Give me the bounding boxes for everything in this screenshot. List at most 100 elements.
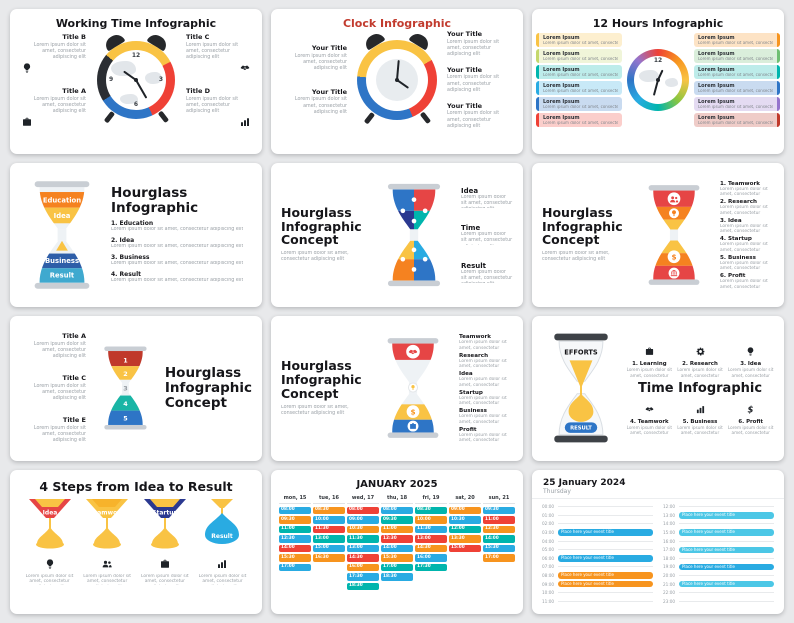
- calendar-event: 10:30: [449, 516, 481, 524]
- hour-band: Lorem Ipsum Lorem ipsum dolor sit amet, c…: [694, 49, 780, 63]
- slide-title: 12 Hours Infographic: [592, 17, 724, 30]
- bank-icon: [668, 267, 680, 279]
- handshake-icon: [645, 405, 654, 414]
- puzzle-hourglass-illustration: [387, 183, 441, 286]
- info-block-title: Title A: [62, 332, 86, 341]
- list-item-title: Time: [461, 224, 481, 233]
- slide-hourglass-list-concept[interactable]: Hourglass Infographic Concept Lorem ipsu…: [271, 316, 523, 461]
- slide-time-infographic[interactable]: EFFORTS RESULT 1. Learning Lorem ipsum d…: [532, 316, 784, 461]
- teamwork-icon: [667, 192, 681, 205]
- list-item-title: 2. Idea: [111, 237, 135, 245]
- event-bar: Place here your event title: [679, 580, 774, 588]
- slide-hourglass-infographic[interactable]: Education Idea Business Result Hourglass…: [10, 162, 262, 307]
- feature-title: 1. Learning: [632, 361, 667, 368]
- info-block-title: Your Title: [311, 87, 347, 96]
- clock-ring: [357, 40, 437, 120]
- slide-hourglass-puzzle-concept[interactable]: Hourglass Infographic Concept Lorem ipsu…: [271, 162, 523, 307]
- info-block: Your Title Lorem ipsum dolor sit amet, c…: [283, 88, 347, 116]
- text-column: 1. Learning Lorem ipsum dolor sit amet, …: [624, 341, 776, 435]
- info-block: Title B Lorem ipsum dolor sit amet, cons…: [22, 33, 86, 73]
- date-label: 25 January 2024: [543, 477, 626, 488]
- hour-band: Lorem Ipsum Lorem ipsum dolor sit amet, c…: [694, 33, 780, 47]
- calendar-event: 16:00: [415, 554, 447, 562]
- hour-band-text: Lorem ipsum dolor sit amet, consectetur …: [543, 104, 618, 109]
- list-item-title: Profit: [459, 426, 477, 433]
- info-block-text: Lorem ipsum dolor sit amet, consectetur …: [294, 97, 347, 115]
- slide-4-steps[interactable]: 4 Steps from Idea to Result Idea Lorem i…: [10, 469, 262, 614]
- calendar-event: 08:00: [381, 506, 413, 515]
- hour-band-text: Lorem ipsum dolor sit amet, consectetur …: [698, 40, 773, 45]
- list-item-title: 3. Idea: [720, 217, 742, 224]
- event-bar: Place here your event title: [558, 555, 653, 562]
- dollar-icon: $: [746, 405, 755, 414]
- event-bar: Place here your event title: [679, 529, 774, 536]
- title-line: Concept: [281, 385, 339, 401]
- feature-item: 2. Research Lorem ipsum dolor sit amet, …: [677, 341, 724, 378]
- hour-row: 22:00: [663, 588, 774, 597]
- calendar-day-column: wed, 17 08:00 09:00 10:30 11:30 13:00 14:30 16:…: [347, 495, 379, 593]
- step-number: 3: [123, 385, 127, 393]
- funnel-illustration: Idea: [28, 498, 71, 548]
- calendar-event: 14:00: [483, 535, 515, 543]
- hour-band-title: Lorem Ipsum: [698, 98, 735, 105]
- hour-row: 09:00 Place here your event title: [542, 580, 653, 589]
- calendar-event: 09:00: [347, 516, 379, 524]
- list-item: Business Lorem ipsum dolor sit amet, cons…: [459, 408, 513, 424]
- list-item: Idea Lorem ipsum dolor sit amet, consect…: [461, 187, 513, 208]
- clock-number: 3: [158, 76, 163, 83]
- calendar-event: 09:00: [449, 506, 481, 515]
- title-line: Hourglass: [111, 184, 188, 201]
- chart-icon: [240, 117, 250, 127]
- slide-hourglass-numbered-concept[interactable]: Title A Lorem ipsum dolor sit amet, cons…: [10, 316, 262, 461]
- feature-title: 4. Teamwork: [630, 418, 669, 425]
- list-item-text: Lorem ipsum dolor sit amet, consectetur …: [461, 194, 513, 208]
- clock-leg: [419, 111, 431, 125]
- info-block: Title A Lorem ipsum dolor sit amet, cons…: [20, 332, 86, 360]
- title-line: Infographic: [164, 379, 252, 396]
- slide-hourglass-icons-concept[interactable]: Hourglass Infographic Concept Lorem ipsu…: [532, 162, 784, 307]
- list-item-title: Teamwork: [459, 334, 491, 340]
- list-item-title: 3. Business: [111, 253, 150, 261]
- slide-clock-infographic[interactable]: Clock Infographic Your Title Lorem ipsum…: [271, 9, 523, 154]
- hour-label: 14:00: [663, 521, 676, 527]
- slide-weekly-calendar[interactable]: JANUARY 2025 mon, 15 08:00 09:30 11:00 12:30…: [271, 469, 523, 614]
- hour-line: [558, 549, 653, 551]
- slide-12-hours-infographic[interactable]: 12 Hours Infographic Lorem Ipsum Lorem ip…: [532, 9, 784, 154]
- feature-title: 3. Idea: [740, 361, 762, 368]
- hour-label: 18:00: [663, 555, 676, 561]
- info-block: Title C Lorem ipsum dolor sit amet, cons…: [20, 374, 86, 402]
- steps-row: Idea Lorem ipsum dolor sit amet, consect…: [10, 494, 262, 589]
- info-block-text: Lorem ipsum dolor sit amet, consectetur …: [447, 39, 500, 57]
- slide-day-planner[interactable]: 25 January 2024 Thursday 00:00 01:00 02:00…: [532, 469, 784, 614]
- right-column: Title C Lorem ipsum dolor sit amet, cons…: [186, 33, 250, 127]
- list-item: Startup Lorem ipsum dolor sit amet, conse…: [459, 390, 513, 406]
- calendar-day-header: fri, 19: [415, 495, 447, 504]
- hour-band-title: Lorem Ipsum: [543, 66, 580, 73]
- step-column: Teamwork Lorem ipsum dolor sit amet, con…: [80, 496, 135, 585]
- calendar-event: 08:00: [279, 506, 311, 515]
- title-line: Hourglass: [164, 364, 242, 381]
- slide-working-time-infographic[interactable]: Working Time Infographic Title B Lorem i…: [10, 9, 262, 154]
- hour-row: 14:00: [663, 520, 774, 529]
- hour-row: 16:00: [663, 537, 774, 546]
- list-item-text: Lorem ipsum dolor sit amet, consectetur …: [720, 260, 768, 271]
- feature-title: 2. Research: [682, 361, 718, 368]
- hour-label: 13:00: [663, 512, 676, 518]
- clock-number: 6: [133, 100, 139, 108]
- hour-band-text: Lorem ipsum dolor sit amet, consectetur …: [543, 120, 618, 125]
- calendar-title: JANUARY 2025: [356, 478, 438, 490]
- item-list: Idea Lorem ipsum dolor sit amet, consect…: [461, 184, 513, 286]
- hour-band-title: Lorem Ipsum: [698, 34, 735, 41]
- step-number: 5: [123, 415, 128, 423]
- calendar-day-header: wed, 17: [347, 495, 379, 504]
- top-items-row: 1. Learning Lorem ipsum dolor sit amet, …: [624, 341, 776, 378]
- calendar-event: 18:30: [381, 573, 413, 581]
- calendar-event: 13:30: [449, 535, 481, 543]
- info-block-title: Title A: [62, 87, 86, 96]
- title-line: Infographic: [281, 218, 362, 234]
- feature-text: Lorem ipsum dolor sit amet, consectetur …: [677, 424, 723, 435]
- step-text: Lorem ipsum dolor sit amet, consectetur …: [140, 573, 189, 585]
- hour-row: 23:00: [663, 597, 774, 606]
- clock-face: [366, 49, 428, 111]
- hour-row: 15:00 Place here your event title: [663, 528, 774, 537]
